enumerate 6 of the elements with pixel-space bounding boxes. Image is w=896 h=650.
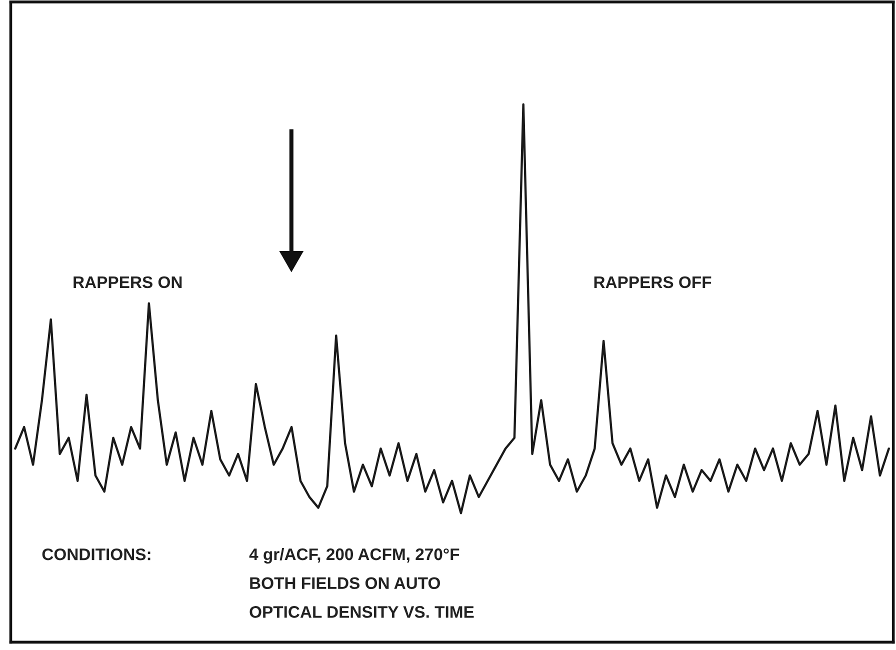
annotation: CONDITIONS: <box>42 548 150 560</box>
annotation: RAPPERS ON <box>74 276 182 288</box>
annotation: OPTICAL DENSITY VS. TIME <box>250 606 474 618</box>
annotation: BOTH FIELDS ON AUTO <box>250 577 440 590</box>
annotation: 4 gr/ACF, 200 ACFM, 270°F <box>249 548 460 564</box>
annotation: RAPPERS OFF <box>594 276 712 288</box>
